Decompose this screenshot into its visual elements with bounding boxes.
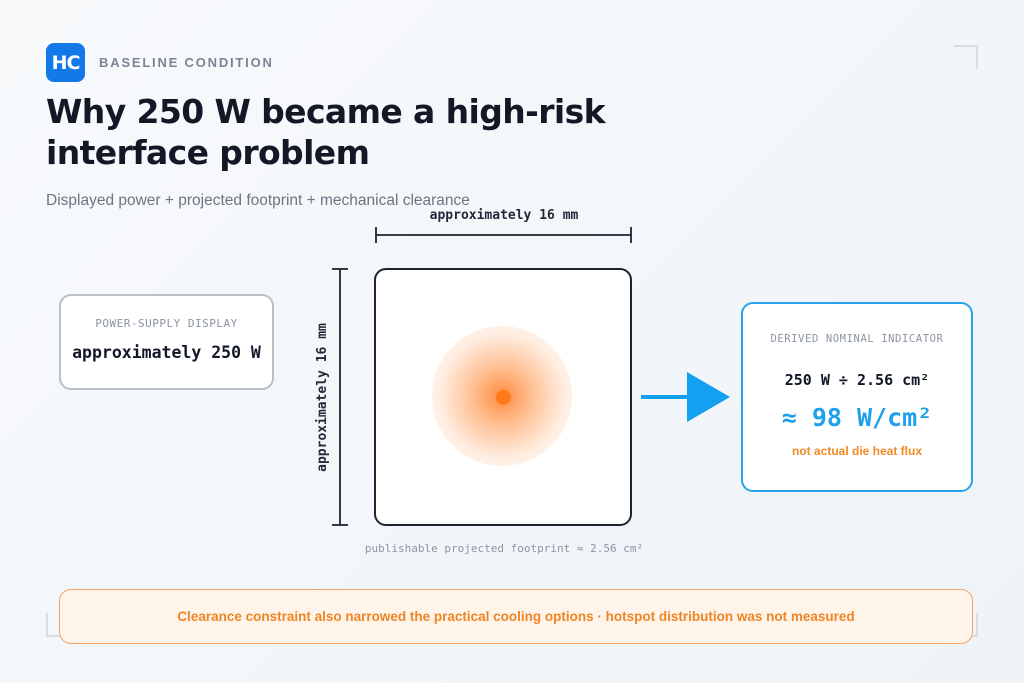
derived-result: ≈ 98 W/cm² xyxy=(743,403,971,432)
derived-label: DERIVED NOMINAL INDICATOR xyxy=(743,333,971,345)
constraint-banner: Clearance constraint also narrowed the p… xyxy=(59,589,973,644)
derived-note: not actual die heat flux xyxy=(743,444,971,458)
height-dimension-label-wrap: approximately 16 mm xyxy=(312,268,332,526)
height-dimension-label: approximately 16 mm xyxy=(315,323,330,472)
derived-calculation: 250 W ÷ 2.56 cm² xyxy=(743,371,971,389)
projected-footprint-square xyxy=(374,268,632,526)
hotspot-center-dot xyxy=(496,390,511,405)
banner-text: Clearance constraint also narrowed the p… xyxy=(177,609,854,624)
footprint-caption: publishable projected footprint ≈ 2.56 c… xyxy=(360,542,648,555)
width-dimension-label: approximately 16 mm xyxy=(376,208,632,223)
flow-arrow-icon xyxy=(641,372,730,422)
derived-indicator-card: DERIVED NOMINAL INDICATOR 250 W ÷ 2.56 c… xyxy=(741,302,973,492)
